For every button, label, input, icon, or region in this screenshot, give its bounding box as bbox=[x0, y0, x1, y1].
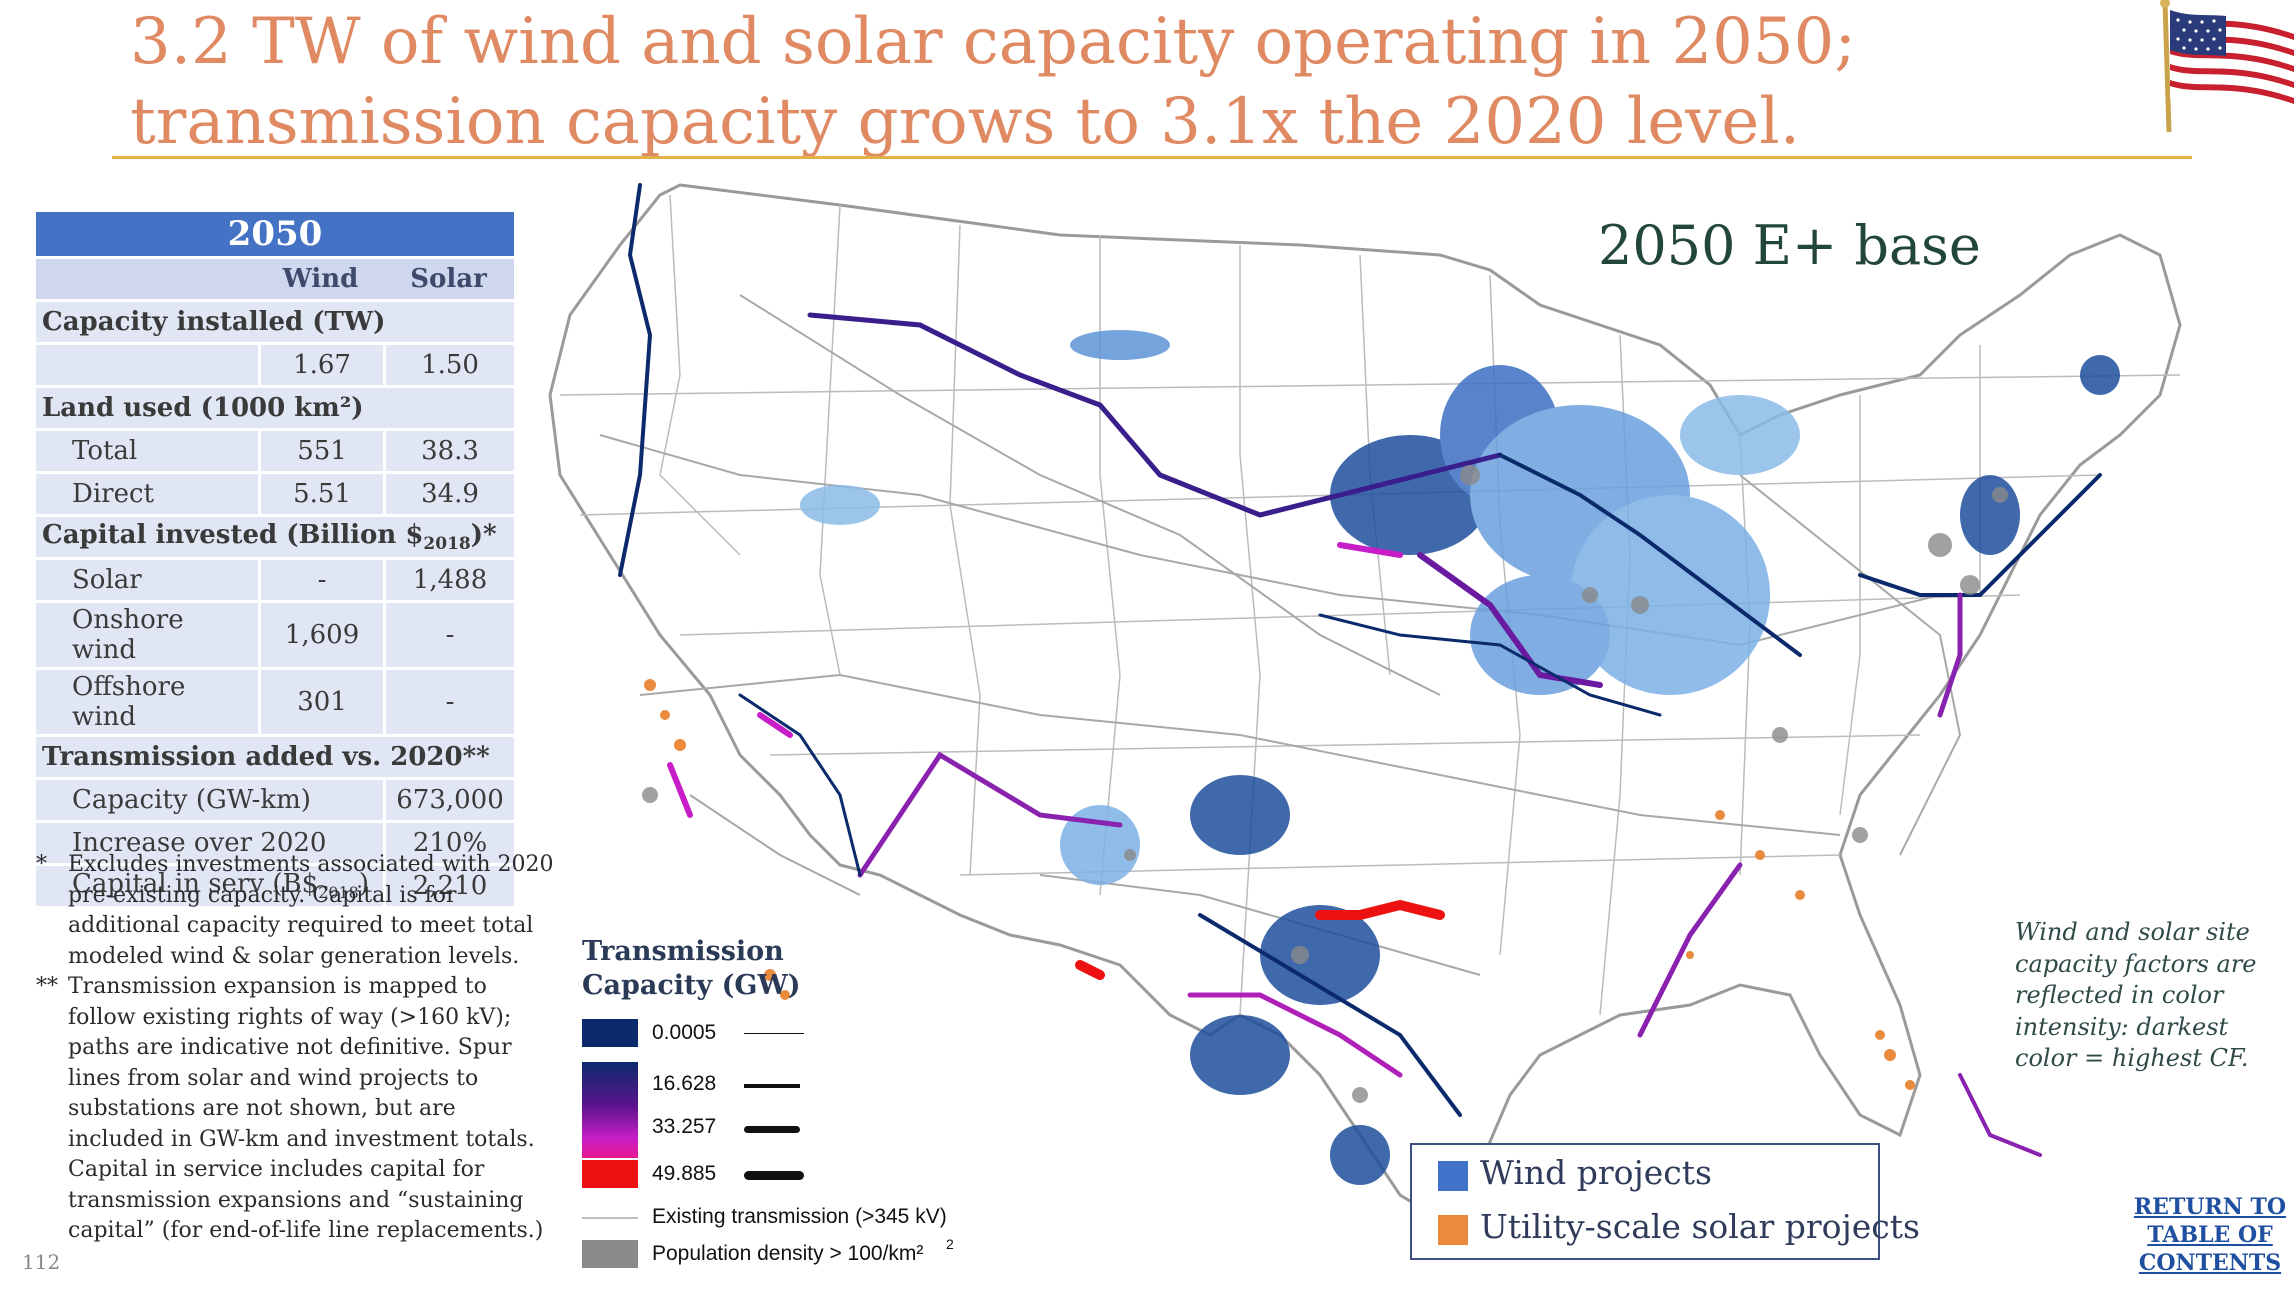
row-label: Capital in serv (B$2018) bbox=[36, 866, 384, 906]
page-number: 112 bbox=[22, 1250, 61, 1274]
table-year-header: 2050 bbox=[36, 212, 514, 256]
population-density bbox=[642, 465, 2008, 1103]
capacity-solar: 1.50 bbox=[383, 345, 514, 385]
solar-swatch bbox=[1438, 1215, 1468, 1245]
capital-onshore-wind: 1,609 bbox=[258, 603, 384, 667]
footnotes: * Excludes investments associated with 20… bbox=[36, 850, 556, 1247]
tx-capital-value: 2,210 bbox=[383, 866, 514, 906]
capital-offshore-solar: - bbox=[383, 670, 514, 734]
section-land: Land used (1000 km²) bbox=[36, 388, 514, 428]
map-scenario-label: 2050 E+ base bbox=[1598, 214, 1981, 277]
table-row: Solar - 1,488 bbox=[36, 560, 514, 600]
section-transmission: Transmission added vs. 2020** bbox=[36, 737, 514, 777]
table-row: Capital in serv (B$2018) 2,210 bbox=[36, 866, 514, 906]
wind-swatch bbox=[1438, 1161, 1468, 1191]
row-label: Direct bbox=[36, 474, 258, 514]
table-row: Onshore wind 1,609 - bbox=[36, 603, 514, 667]
capacity-wind: 1.67 bbox=[258, 345, 384, 385]
row-label: Capacity (GW-km) bbox=[36, 780, 384, 820]
new-transmission bbox=[618, 183, 2102, 1157]
max-transmission bbox=[1075, 899, 1445, 980]
capital-solar-wind: - bbox=[258, 560, 384, 600]
land-direct-wind: 5.51 bbox=[258, 474, 384, 514]
return-to-toc-link[interactable]: RETURN TO TABLE OF CONTENTS bbox=[2133, 1194, 2287, 1276]
table-row: Total 551 38.3 bbox=[36, 431, 514, 471]
slide-title: 3.2 TW of wind and solar capacity operat… bbox=[130, 5, 1856, 159]
land-total-wind: 551 bbox=[258, 431, 384, 471]
row-label: Offshore wind bbox=[36, 670, 258, 734]
tx-capacity-value: 673,000 bbox=[383, 780, 514, 820]
summary-table: 2050 Wind Solar Capacity installed (TW) … bbox=[36, 209, 514, 909]
land-total-solar: 38.3 bbox=[383, 431, 514, 471]
tx-increase-value: 210% bbox=[383, 823, 514, 863]
col-solar-header: Solar bbox=[383, 259, 514, 299]
footnote: * Excludes investments associated with 20… bbox=[36, 852, 554, 969]
capital-onshore-solar: - bbox=[383, 603, 514, 667]
table-row: Capacity (GW-km) 673,000 bbox=[36, 780, 514, 820]
legend-title: Transmission Capacity (GW) bbox=[582, 936, 801, 1001]
row-label: Onshore wind bbox=[36, 603, 258, 667]
capital-offshore-wind: 301 bbox=[258, 670, 384, 734]
footnote: ** Transmission expansion is mapped to fo… bbox=[36, 974, 544, 1243]
col-wind-header: Wind bbox=[258, 259, 384, 299]
table-row: Increase over 2020 210% bbox=[36, 823, 514, 863]
transmission-legend: Transmission Capacity (GW) 0.0005 16.628 … bbox=[582, 935, 1002, 1275]
title-divider bbox=[112, 156, 2192, 159]
capacity-factor-note: Wind and solar site capacity factors are… bbox=[2015, 918, 2257, 1072]
capital-solar-solar: 1,488 bbox=[383, 560, 514, 600]
row-label: Solar bbox=[36, 560, 258, 600]
section-capacity: Capacity installed (TW) bbox=[36, 302, 514, 342]
table-row: 1.67 1.50 bbox=[36, 345, 514, 385]
table-row: Direct 5.51 34.9 bbox=[36, 474, 514, 514]
wind-projects bbox=[800, 330, 2120, 1185]
legend-gradient-swatch bbox=[582, 1062, 638, 1158]
section-capital: Capital invested (Billion $2018)* bbox=[36, 517, 514, 557]
high-transmission bbox=[667, 542, 1403, 818]
table-row: Offshore wind 301 - bbox=[36, 670, 514, 734]
us-flag-icon bbox=[2160, 0, 2294, 133]
land-direct-solar: 34.9 bbox=[383, 474, 514, 514]
us-transmission-map bbox=[548, 183, 2182, 1228]
row-label: Total bbox=[36, 431, 258, 471]
project-legend: Wind projects Utility-scale solar projec… bbox=[1410, 1143, 1920, 1260]
row-label: Increase over 2020 bbox=[36, 823, 384, 863]
solar-projects bbox=[644, 679, 1915, 1090]
